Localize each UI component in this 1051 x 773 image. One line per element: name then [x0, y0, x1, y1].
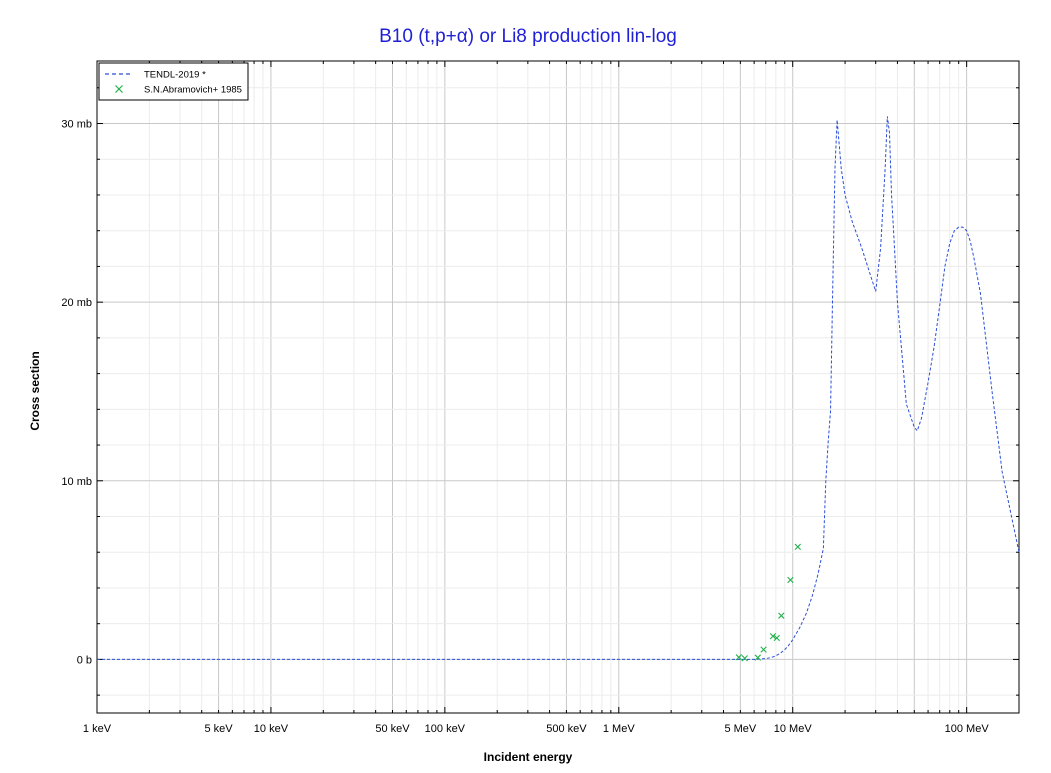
x-tick-label: 10 MeV — [774, 723, 813, 735]
x-tick-label: 1 keV — [83, 723, 112, 735]
grid — [96, 61, 1020, 713]
plot-border — [96, 60, 1020, 714]
data-point-abramovich — [794, 543, 802, 551]
legend-label-tendl: TENDL-2019 * — [144, 70, 206, 81]
series-layer — [97, 116, 1020, 662]
data-point-abramovich — [787, 576, 794, 584]
marker-stroke — [741, 655, 748, 662]
chart-title: B10 (t,p+α) or Li8 production lin-log — [379, 26, 677, 47]
marker-stroke — [778, 612, 785, 619]
plot-frame — [96, 60, 1020, 714]
data-point-abramovich — [735, 654, 743, 661]
y-tick-label: 0 b — [77, 654, 92, 666]
x-tick-label: 5 MeV — [724, 723, 756, 735]
data-point-abramovich — [769, 633, 777, 640]
y-tick-label: 20 mb — [61, 297, 92, 309]
tick-labels: 1 keV 5 keV 10 keV 50 keV 100 keV 500 keV 1 Me… — [61, 119, 989, 735]
x-tick-label: 1 MeV — [603, 723, 635, 735]
marker-stroke — [735, 654, 743, 661]
data-point-abramovich — [760, 646, 767, 653]
x-tick-label: 100 MeV — [945, 723, 990, 735]
y-tick-label: 30 mb — [61, 119, 92, 131]
legend-box — [98, 62, 249, 101]
marker-stroke — [794, 543, 802, 551]
legend-marker-abramovich — [115, 85, 123, 93]
x-tick-label: 10 keV — [254, 723, 289, 735]
data-point-abramovich — [773, 634, 780, 642]
marker-stroke — [787, 576, 794, 584]
marker-stroke — [773, 634, 780, 642]
x-tick-label: 5 keV — [205, 723, 234, 735]
marker-stroke — [754, 654, 761, 661]
x-tick-label: 100 keV — [425, 723, 466, 735]
marker-stroke — [760, 646, 767, 653]
data-point-abramovich — [741, 655, 748, 662]
x-tick-label: 500 keV — [546, 723, 587, 735]
legend: TENDL-2019 * S.N.Abramovich+ 1985 — [98, 62, 249, 101]
data-point-abramovich — [778, 612, 785, 619]
data-point-abramovich — [754, 654, 761, 661]
y-tick-label: 10 mb — [61, 476, 92, 488]
legend-label-abramovich: S.N.Abramovich+ 1985 — [144, 85, 242, 96]
x-axis-label: Incident energy — [484, 750, 573, 764]
series-line-tendl — [97, 116, 1020, 660]
x-tick-label: 50 keV — [375, 723, 410, 735]
y-axis-label: Cross section — [28, 351, 42, 430]
marker-stroke — [769, 633, 777, 640]
